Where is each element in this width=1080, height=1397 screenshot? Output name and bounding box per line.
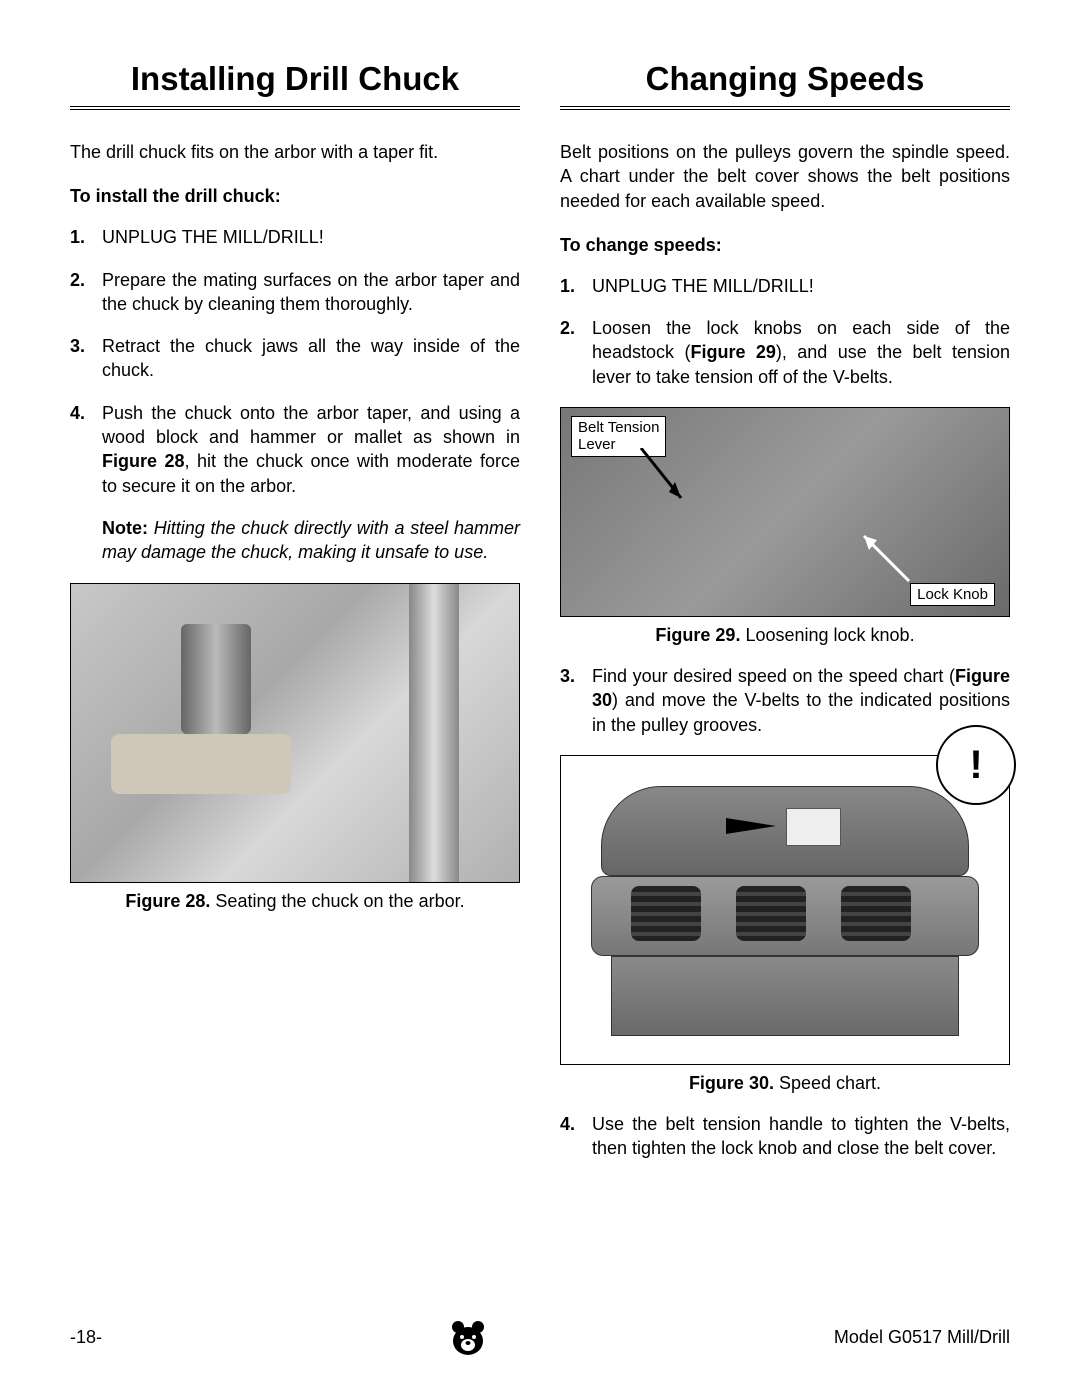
- figure-30-image: [560, 755, 1010, 1065]
- left-column: Installing Drill Chuck The drill chuck f…: [70, 60, 520, 1179]
- figure-28-caption: Figure 28. Seating the chuck on the arbo…: [70, 891, 520, 912]
- right-step-4: Use the belt tension handle to tighten t…: [560, 1112, 1010, 1161]
- left-steps: UNPLUG THE MILL/DRILL! Prepare the matin…: [70, 225, 520, 498]
- figure-30-caption: Figure 30. Speed chart.: [560, 1073, 1010, 1094]
- right-intro: Belt positions on the pulleys govern the…: [560, 140, 1010, 213]
- two-column-layout: Installing Drill Chuck The drill chuck f…: [70, 60, 1010, 1179]
- left-title: Installing Drill Chuck: [70, 60, 520, 110]
- left-subhead: To install the drill chuck:: [70, 186, 520, 207]
- page-footer: -18- Model G0517 Mill/Drill: [70, 1317, 1010, 1357]
- model-label: Model G0517 Mill/Drill: [834, 1327, 1010, 1348]
- right-step-1: UNPLUG THE MILL/DRILL!: [560, 274, 1010, 298]
- right-steps-b: Find your desired speed on the speed cha…: [560, 664, 1010, 737]
- bear-logo-icon: [448, 1317, 488, 1357]
- left-step-1: UNPLUG THE MILL/DRILL!: [70, 225, 520, 249]
- figure-29-caption: Figure 29. Loosening lock knob.: [560, 625, 1010, 646]
- right-column: Changing Speeds Belt positions on the pu…: [560, 60, 1010, 1179]
- left-step-4: Push the chuck onto the arbor taper, and…: [70, 401, 520, 498]
- figure-30-wrap: !: [560, 755, 1010, 1065]
- figure-29-image: Belt TensionLever Lock Knob: [560, 407, 1010, 617]
- unplug-warning-icon: !: [936, 725, 1016, 805]
- left-step-3: Retract the chuck jaws all the way insid…: [70, 334, 520, 383]
- left-step-2: Prepare the mating surfaces on the arbor…: [70, 268, 520, 317]
- note-label: Note:: [102, 518, 148, 538]
- note-body: Hitting the chuck directly with a steel …: [102, 518, 520, 562]
- page-number: -18-: [70, 1327, 102, 1348]
- figure-28-image: [70, 583, 520, 883]
- right-step-3: Find your desired speed on the speed cha…: [560, 664, 1010, 737]
- right-title: Changing Speeds: [560, 60, 1010, 110]
- left-note: Note: Hitting the chuck directly with a …: [70, 516, 520, 565]
- callout-lock-knob: Lock Knob: [910, 583, 995, 606]
- arrow-icon: [849, 526, 919, 586]
- arrow-icon: [631, 448, 701, 518]
- right-step-2: Loosen the lock knobs on each side of th…: [560, 316, 1010, 389]
- right-subhead: To change speeds:: [560, 235, 1010, 256]
- left-intro: The drill chuck fits on the arbor with a…: [70, 140, 520, 164]
- right-steps-a: UNPLUG THE MILL/DRILL! Loosen the lock k…: [560, 274, 1010, 389]
- right-steps-c: Use the belt tension handle to tighten t…: [560, 1112, 1010, 1161]
